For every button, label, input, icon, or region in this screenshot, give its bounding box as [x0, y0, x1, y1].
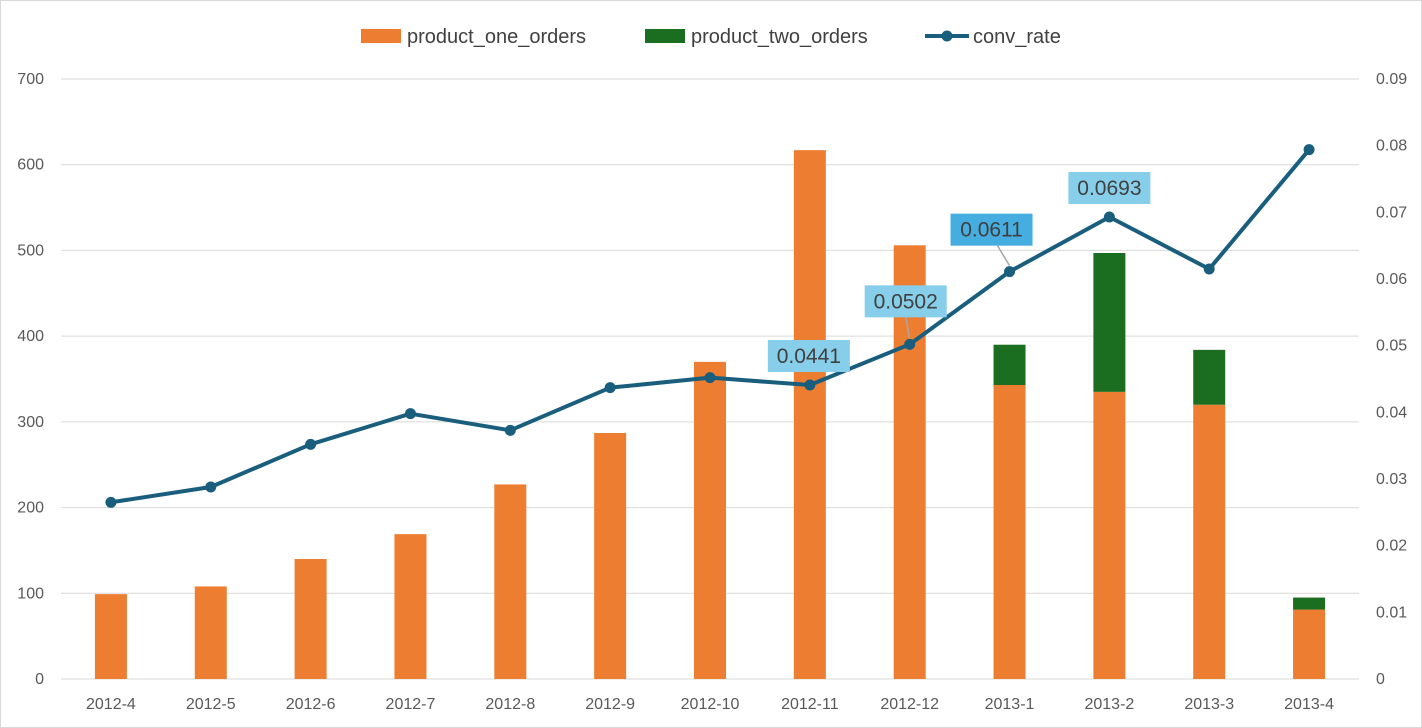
y-left-tick-label: 700 — [17, 71, 44, 88]
conv-rate-point — [704, 372, 716, 384]
y-right-tick-label: 0.09 — [1376, 71, 1407, 88]
y-left-tick-label: 200 — [17, 500, 44, 517]
bar-product-one-orders — [94, 594, 127, 679]
y-left-tick-label: 500 — [17, 242, 44, 259]
x-tick-label: 2012-11 — [781, 696, 839, 713]
conv-rate-point — [404, 408, 416, 420]
data-labels: 0.0441 0.0502 0.0611 0.0693 — [767, 172, 1151, 372]
conv-rate-point — [205, 481, 217, 493]
bar-product-one-orders — [1093, 391, 1126, 679]
x-tick-label: 2012-12 — [880, 696, 939, 713]
conv-rate-line — [105, 144, 1315, 508]
data-label-box — [767, 340, 850, 372]
x-tick-label: 2012-9 — [585, 696, 635, 713]
data-label: 0.0611 — [960, 219, 1023, 242]
legend-label: conv_rate — [973, 26, 1061, 48]
bar-product-one-orders — [1293, 609, 1326, 679]
conv-rate-point — [105, 496, 117, 508]
bar-product-one-orders — [993, 385, 1026, 679]
conv-rate-point — [504, 424, 516, 436]
x-tick-label: 2012-8 — [485, 696, 535, 713]
conv-rate-point — [305, 438, 317, 450]
legend: product_one_orders product_two_orders conv… — [361, 26, 1061, 48]
data-label-box — [1068, 172, 1151, 204]
x-tick-label: 2012-10 — [681, 696, 740, 713]
bar-product-one-orders — [494, 484, 527, 679]
conv-rate-point — [1103, 211, 1115, 223]
conv-rate-point — [1203, 263, 1215, 275]
legend-label: product_two_orders — [691, 26, 868, 48]
x-tick-label: 2012-6 — [286, 696, 336, 713]
x-tick-label: 2013-2 — [1084, 696, 1134, 713]
data-label: 0.0502 — [874, 290, 938, 313]
data-label: 0.0693 — [1077, 177, 1141, 200]
bar-product-two-orders — [1293, 597, 1326, 610]
y-right-tick-label: 0.02 — [1376, 538, 1407, 555]
data-label-box — [864, 285, 947, 318]
bars — [94, 150, 1326, 680]
y-right-tick-label: 0.07 — [1376, 204, 1407, 221]
bar-product-one-orders — [893, 245, 926, 680]
bar-product-one-orders — [694, 361, 726, 679]
conv-rate-point — [804, 379, 816, 391]
bar-product-one-orders — [194, 586, 227, 679]
y-right-tick-label: 0.04 — [1376, 404, 1407, 421]
conv-rate-point — [904, 338, 916, 350]
y-left-tick-label: 0 — [35, 671, 44, 688]
legend-swatch — [361, 29, 401, 43]
x-tick-label: 2013-4 — [1284, 696, 1334, 713]
y-left-tick-label: 400 — [17, 328, 44, 345]
data-label: 0.0441 — [777, 345, 841, 368]
y-right-tick-label: 0.05 — [1376, 338, 1407, 355]
x-tick-label: 2013-3 — [1184, 696, 1234, 713]
legend-swatch-marker — [941, 30, 953, 42]
axes: 0 100 200 300 400 500 600 700 0 0.01 0.02 0.03 0.04 0… — [17, 71, 1407, 713]
legend-swatch — [645, 29, 685, 43]
conv-rate-point — [1004, 266, 1016, 278]
y-right-tick-label: 0.01 — [1376, 604, 1407, 621]
y-left-tick-label: 600 — [17, 157, 44, 174]
y-right-tick-label: 0.08 — [1376, 138, 1407, 155]
x-tick-label: 2012-4 — [86, 696, 136, 713]
bar-product-one-orders — [394, 534, 427, 679]
bar-product-one-orders — [594, 433, 627, 679]
conv-rate-point — [1303, 144, 1315, 156]
data-label-leader — [904, 317, 911, 339]
legend-label: product_one_orders — [407, 26, 586, 48]
bar-product-one-orders — [793, 150, 826, 680]
bar-product-two-orders — [993, 344, 1026, 385]
bar-product-one-orders — [294, 559, 327, 679]
x-tick-label: 2012-5 — [186, 696, 236, 713]
y-right-tick-label: 0 — [1376, 671, 1385, 688]
data-label-box — [950, 213, 1033, 246]
y-left-tick-label: 100 — [17, 585, 44, 602]
bar-product-one-orders — [1193, 404, 1226, 679]
bar-product-two-orders — [1193, 349, 1226, 405]
conv-rate-point — [604, 382, 616, 394]
bar-product-two-orders — [1093, 253, 1126, 392]
data-label-leader — [996, 245, 1011, 267]
x-tick-label: 2012-7 — [386, 696, 436, 713]
y-left-tick-label: 300 — [17, 414, 44, 431]
x-tick-label: 2013-1 — [985, 696, 1035, 713]
y-right-tick-label: 0.03 — [1376, 471, 1407, 488]
y-right-tick-label: 0.06 — [1376, 271, 1407, 288]
